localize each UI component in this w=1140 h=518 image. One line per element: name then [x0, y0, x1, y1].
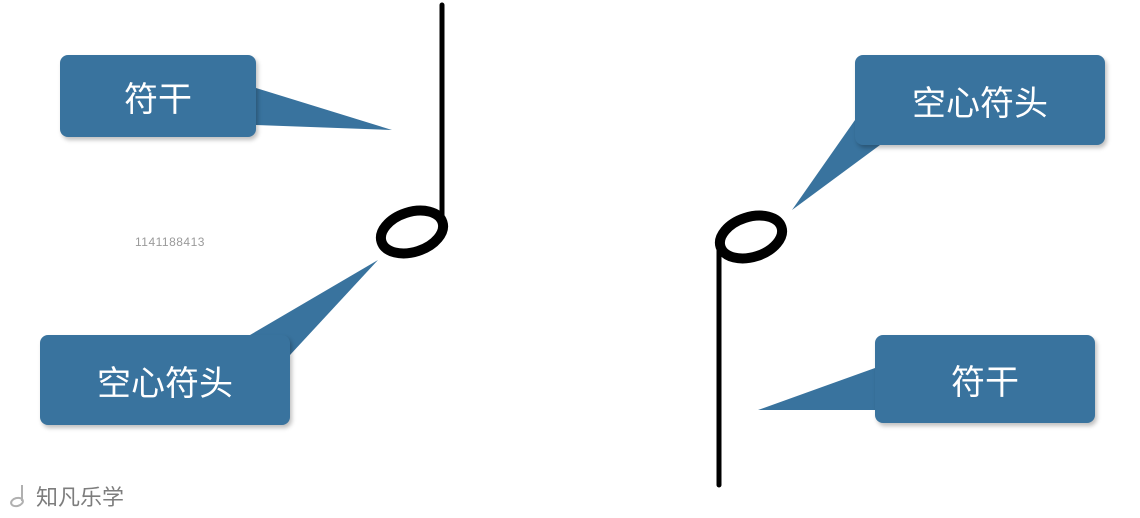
callout-left-stem: 符干 [60, 55, 256, 137]
callout-left-head-label: 空心符头 [97, 356, 233, 405]
diagram-stage: 符干 空心符头 空心符头 符干 1141188413 知凡乐学 [0, 0, 1140, 518]
watermark-text: 1141188413 [135, 235, 205, 249]
pointer-right-stem [758, 368, 875, 410]
brand-text: 知凡乐学 [36, 480, 124, 512]
callout-right-stem: 符干 [875, 335, 1095, 423]
callout-left-stem-label: 符干 [124, 72, 192, 121]
pointer-left-stem [256, 88, 392, 130]
callout-right-head-label: 空心符头 [912, 76, 1048, 125]
callout-right-stem-label: 符干 [951, 355, 1019, 404]
callout-right-head: 空心符头 [855, 55, 1105, 145]
callout-left-head: 空心符头 [40, 335, 290, 425]
brand-note-icon [8, 483, 28, 509]
brand: 知凡乐学 [8, 480, 124, 512]
